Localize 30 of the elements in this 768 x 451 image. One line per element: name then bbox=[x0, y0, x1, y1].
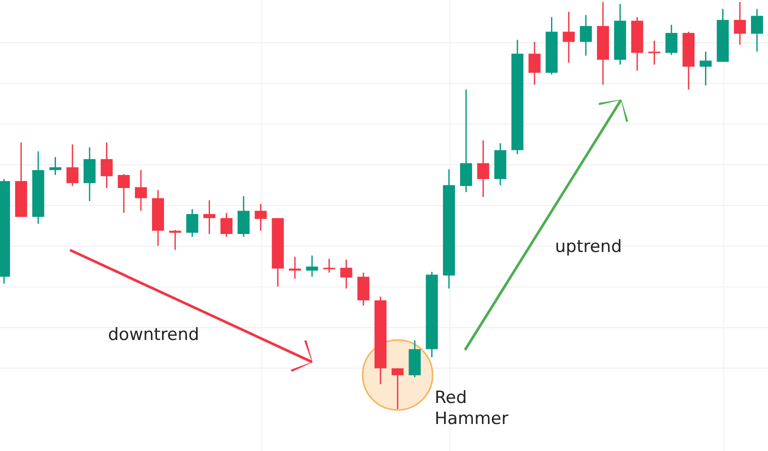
annotation: uptrend bbox=[555, 237, 622, 257]
annotation: Red Hammer bbox=[434, 388, 508, 429]
candlestick bbox=[392, 368, 404, 410]
candlestick bbox=[751, 8, 763, 52]
candlestick bbox=[734, 1, 746, 46]
candlestick bbox=[186, 208, 198, 238]
candlestick bbox=[477, 140, 490, 198]
candlestick bbox=[118, 174, 130, 214]
candlestick bbox=[49, 156, 62, 176]
candlestick bbox=[238, 195, 250, 238]
candlestick bbox=[700, 51, 712, 86]
candlestick bbox=[100, 142, 113, 189]
candlestick bbox=[203, 200, 216, 235]
candlestick bbox=[528, 41, 541, 86]
candlestick bbox=[340, 258, 352, 290]
candlestick bbox=[254, 203, 267, 232]
candlestick bbox=[169, 229, 182, 251]
candlestick bbox=[134, 169, 147, 212]
candlestick bbox=[323, 258, 336, 274]
annotation: downtrend bbox=[108, 325, 200, 345]
candlestick bbox=[288, 256, 301, 280]
candlestick bbox=[220, 212, 232, 238]
candlestick bbox=[562, 11, 575, 64]
candlestick bbox=[66, 144, 78, 187]
candlestick bbox=[580, 14, 592, 56]
candlestick bbox=[357, 272, 370, 306]
candlestick bbox=[648, 40, 660, 66]
candlestick bbox=[665, 24, 678, 56]
candlestick bbox=[306, 254, 318, 278]
candlestick bbox=[460, 88, 472, 193]
